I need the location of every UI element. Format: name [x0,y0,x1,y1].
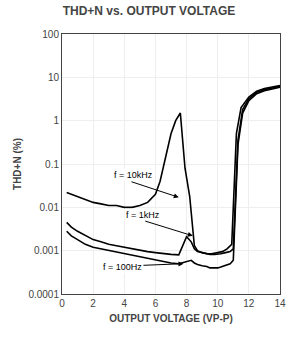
svg-text:0.001: 0.001 [34,245,59,256]
svg-text:0.0001: 0.0001 [28,289,59,300]
svg-text:1: 1 [53,115,59,126]
svg-text:10: 10 [48,72,60,83]
svg-text:f = 100Hz: f = 100Hz [103,262,142,272]
svg-text:OUTPUT VOLTAGE (VP-P): OUTPUT VOLTAGE (VP-P) [109,313,233,324]
svg-text:0: 0 [59,298,65,309]
svg-text:12: 12 [243,298,255,309]
svg-text:2: 2 [90,298,96,309]
svg-text:100: 100 [42,29,59,40]
svg-text:f = 1kHz: f = 1kHz [126,210,160,220]
svg-text:THD+N vs. OUTPUT VOLTAGE: THD+N vs. OUTPUT VOLTAGE [63,4,236,18]
svg-text:14: 14 [274,298,286,309]
svg-text:4: 4 [122,298,128,309]
svg-text:6: 6 [153,298,159,309]
svg-text:f = 10kHz: f = 10kHz [114,170,153,180]
svg-text:8: 8 [184,298,190,309]
svg-text:THD+N (%): THD+N (%) [12,138,23,190]
svg-text:0.1: 0.1 [45,159,59,170]
svg-text:0.01: 0.01 [40,202,60,213]
svg-text:10: 10 [212,298,224,309]
